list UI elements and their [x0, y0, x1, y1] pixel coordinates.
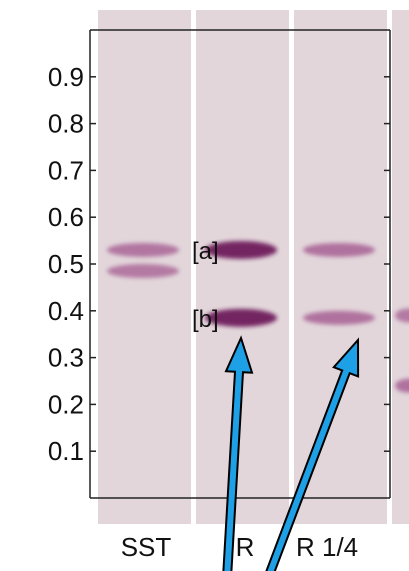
rf-tick-label: 0.1 — [48, 436, 84, 466]
tlc-spot — [107, 264, 179, 279]
lane-label: SST — [121, 532, 172, 562]
lane-labels: SST R R 1/4 — [121, 532, 358, 562]
rf-tick-label: 0.3 — [48, 343, 84, 373]
tlc-spot — [395, 308, 409, 323]
lane-divider — [191, 10, 196, 524]
spot-annotation: [a] — [192, 238, 219, 265]
rf-tick-label: 0.6 — [48, 202, 84, 232]
lane-label: R 1/4 — [296, 532, 358, 562]
tlc-spot — [303, 242, 375, 257]
lane-divider — [289, 10, 294, 524]
arrow-to-lane-r-quarter — [265, 337, 360, 571]
tlc-spot — [205, 240, 277, 259]
rf-tick-label: 0.9 — [48, 62, 84, 92]
tlc-spot — [107, 242, 179, 257]
rf-tick-label: 0.8 — [48, 109, 84, 139]
spot-annotation: [b] — [192, 306, 219, 333]
arrows — [222, 335, 360, 571]
rf-tick-label: 0.2 — [48, 389, 84, 419]
rf-axis: 0.9 0.8 0.7 0.6 0.5 0.4 0.3 0.2 0.1 — [48, 62, 390, 466]
spot-annotations: [a] [b] — [192, 238, 219, 333]
rf-tick-label: 0.7 — [48, 155, 84, 185]
rf-tick-label: 0.4 — [48, 296, 84, 326]
lane-label: R — [236, 532, 255, 562]
rf-tick-label: 0.5 — [48, 249, 84, 279]
tlc-spot — [303, 310, 375, 325]
tlc-spot — [395, 378, 409, 393]
arrow-to-lane-r — [222, 335, 254, 571]
tlc-spot — [205, 308, 277, 327]
spots-layer — [107, 240, 409, 393]
